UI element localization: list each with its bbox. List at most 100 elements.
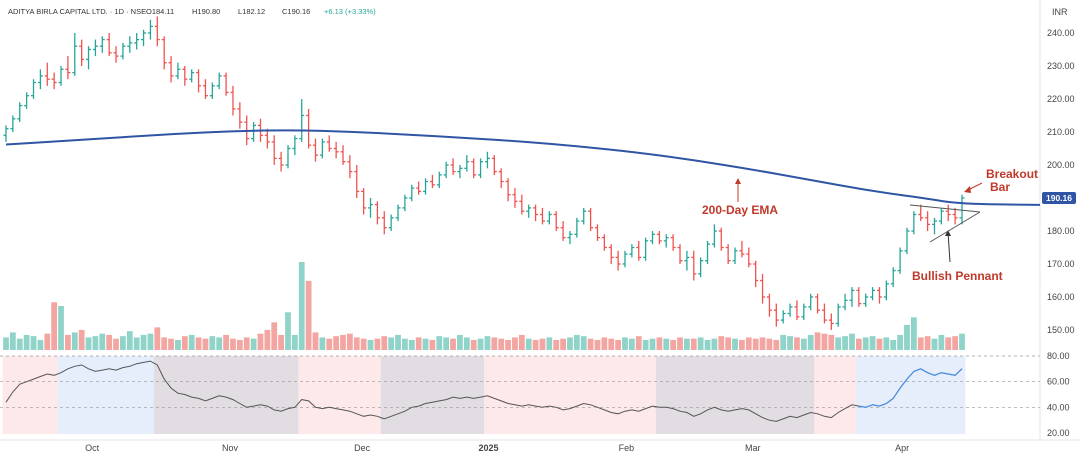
ohlc-bar [374, 201, 380, 225]
volume-bar [718, 336, 725, 350]
volume-bar [374, 338, 381, 350]
volume-bar [154, 327, 161, 350]
volume-bar [876, 338, 883, 350]
ohlc-bar [519, 194, 525, 215]
ohlc-bar [663, 234, 669, 248]
volume-bar [573, 334, 580, 350]
volume-bar [690, 338, 697, 350]
volume-bar [725, 337, 732, 350]
volume-bar [498, 338, 505, 350]
ohlc-bar [629, 244, 635, 258]
rsi-shade-band [655, 356, 732, 434]
low-value: L182.12 [238, 7, 265, 16]
volume-bar [539, 338, 546, 350]
ohlc-bar [588, 207, 594, 231]
ohlc-bar [766, 293, 772, 317]
volume-bar [835, 337, 842, 350]
rsi-shade-band [724, 356, 822, 434]
ohlc-bar [636, 240, 642, 261]
volume-bar [883, 337, 890, 350]
volume-bar [656, 337, 663, 350]
volume-bar [422, 338, 429, 350]
ohlc-bar [3, 125, 9, 142]
ohlc-bar [601, 234, 607, 251]
volume-bar [92, 336, 99, 350]
volume-bar [849, 333, 855, 350]
ema-annotation-arrowhead [735, 178, 741, 184]
ohlc-bar [230, 85, 236, 116]
chart-header: ADITYA BIRLA CAPITAL LTD. · 1D · NSE O18… [8, 7, 376, 16]
volume-bar [113, 338, 119, 350]
volume-bar [243, 337, 250, 350]
rsi-shade-band [814, 356, 863, 434]
ohlc-bar [787, 303, 793, 317]
ohlc-bar [753, 260, 759, 288]
volume-bar [842, 336, 848, 350]
pennant-label: Bullish Pennant [912, 269, 1003, 283]
ohlc-bar [347, 155, 353, 179]
price-tick-label: 170.00 [1047, 259, 1075, 269]
currency-label: INR [1052, 7, 1068, 17]
rsi-shade-band [380, 356, 491, 434]
volume-bar [3, 337, 9, 350]
ohlc-bar [65, 56, 71, 80]
ohlc-bar [512, 188, 518, 208]
volume-bar [800, 338, 807, 350]
volume-bar [202, 338, 209, 350]
volume-bar [250, 338, 257, 350]
volume-bar [147, 333, 154, 350]
breakout-label-line1: Breakout [986, 167, 1038, 181]
ohlc-bar [835, 303, 841, 327]
ohlc-bar [168, 56, 174, 83]
ohlc-bar [113, 46, 119, 63]
ohlc-bar [739, 240, 745, 258]
ohlc-bar [780, 310, 786, 324]
ohlc-bar [773, 303, 779, 327]
time-tick-label: Feb [619, 443, 635, 453]
volume-bar [51, 302, 58, 350]
ohlc-bar [17, 102, 23, 123]
volume-bar [628, 338, 635, 350]
volume-bar [161, 337, 168, 350]
volume-bar [140, 334, 147, 350]
ohlc-bar [801, 303, 807, 321]
ohlc-bar [732, 247, 738, 264]
last-price-bg [1042, 192, 1076, 204]
volume-bar [890, 339, 897, 350]
volume-bars [3, 262, 965, 350]
ohlc-bar [918, 204, 924, 222]
ohlc-bar [306, 108, 312, 149]
volume-bar [230, 338, 236, 350]
volume-bar [484, 336, 491, 350]
ohlc-bar [821, 303, 827, 324]
ohlc-bar [134, 33, 140, 50]
volume-bar [353, 337, 360, 350]
ohlc-bar [574, 217, 580, 238]
ohlc-bar [51, 72, 57, 90]
volume-bar [910, 317, 917, 350]
ohlc-bar [141, 29, 147, 47]
ohlc-bar [182, 66, 188, 86]
ohlc-bar [429, 174, 435, 189]
ohlc-bar [594, 224, 600, 241]
volume-bar [649, 338, 656, 350]
ohlc-bar [615, 250, 621, 271]
time-tick-label: Mar [745, 443, 761, 453]
ohlc-bar [381, 211, 387, 235]
volume-bar [862, 337, 869, 350]
ohlc-bar [945, 204, 951, 222]
volume-bar [85, 337, 92, 350]
ohlc-bar [952, 207, 958, 225]
volume-bar [16, 338, 23, 350]
ohlc-bar [691, 250, 697, 281]
ohlc-bar [931, 217, 937, 235]
ohlc-bar [539, 207, 545, 225]
ohlc-bar [567, 231, 573, 245]
volume-bar [133, 337, 140, 350]
ohlc-bar [106, 33, 112, 57]
ohlc-bar [760, 273, 766, 304]
ohlc-bar [319, 138, 325, 159]
ohlc-bar [354, 165, 360, 198]
volume-bar [704, 339, 711, 350]
ema-200-line [5, 129, 1041, 206]
